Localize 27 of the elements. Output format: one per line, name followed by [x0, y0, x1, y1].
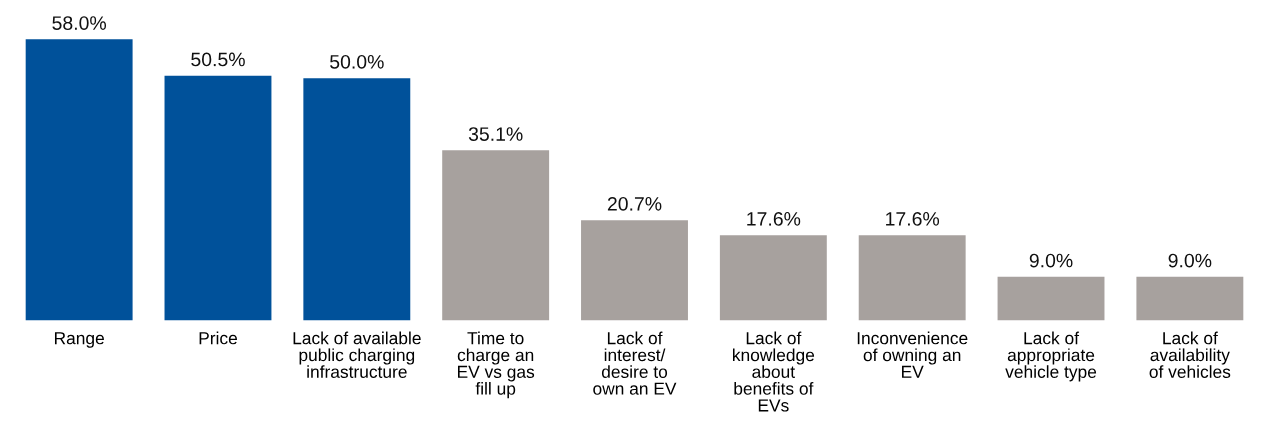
x-tick-label: Lack of interest/ desire to own an EV	[593, 331, 677, 395]
x-tick-label: Inconvenience of owning an EV	[857, 331, 968, 378]
bar	[25, 39, 133, 321]
data-label: 50.5%	[191, 52, 245, 67]
x-tick-label: Lack of availability of vehicles	[1149, 331, 1231, 378]
data-label: 50.0%	[330, 54, 384, 69]
bar	[442, 150, 550, 321]
data-label: 20.7%	[607, 196, 662, 211]
bar	[719, 235, 827, 321]
x-tick-label: Lack of appropriate vehicle type	[1005, 331, 1097, 382]
bar	[997, 276, 1105, 321]
data-label: 58.0%	[52, 16, 107, 30]
x-tick-label: Time to charge an EV vs gas fill up	[457, 331, 535, 399]
data-label: 9.0%	[1168, 253, 1212, 268]
data-label: 9.0%	[1029, 253, 1073, 268]
x-tick-label: Lack of knowledge about benefits of EVs	[733, 331, 815, 412]
bar	[303, 78, 411, 321]
data-label: 17.6%	[886, 212, 940, 226]
data-label: 35.1%	[468, 127, 523, 141]
bar	[1136, 276, 1244, 321]
x-tick-label: Range	[54, 332, 104, 348]
x-tick-label: Price	[199, 331, 237, 345]
data-label: 17.6%	[747, 212, 801, 226]
bar	[581, 220, 688, 321]
x-tick-label: Lack of available public charging infrastructure	[293, 331, 421, 378]
bar	[858, 235, 966, 321]
bar	[164, 75, 272, 321]
